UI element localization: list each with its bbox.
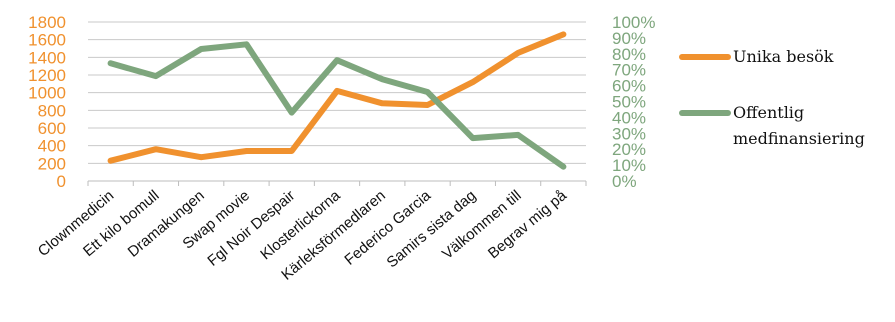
right-tick-label: 50% — [612, 93, 646, 112]
legend-label: Offentlig — [733, 103, 804, 122]
right-tick-label: 10% — [612, 156, 646, 175]
right-tick-label: 30% — [612, 124, 646, 143]
legend-label: medfinansiering — [733, 129, 865, 148]
left-tick-label: 800 — [38, 101, 66, 120]
left-tick-label: 1000 — [28, 84, 66, 103]
left-tick-label: 0 — [57, 172, 66, 191]
axes — [87, 180, 587, 186]
left-tick-label: 1400 — [28, 48, 66, 67]
left-tick-label: 1600 — [28, 31, 66, 50]
right-tick-label: 80% — [612, 45, 646, 64]
legend-label: Unika besök — [733, 47, 834, 66]
legend: Unika besök Offentlig medfinansiering — [679, 47, 865, 148]
right-tick-label: 100% — [612, 13, 655, 32]
right-tick-label: 0% — [612, 172, 637, 191]
series-lines — [107, 31, 567, 170]
left-tick-label: 1200 — [28, 66, 66, 85]
category-label: Begrav mig på — [485, 187, 571, 263]
right-tick-label: 40% — [612, 108, 646, 127]
left-tick-label: 400 — [38, 137, 66, 156]
left-tick-label: 600 — [38, 119, 66, 138]
right-tick-label: 90% — [612, 29, 646, 48]
category-label: Clownmedicin — [35, 187, 117, 260]
right-tick-label: 70% — [612, 61, 646, 80]
left-tick-label: 200 — [38, 154, 66, 173]
right-tick-label: 60% — [612, 77, 646, 96]
right-tick-label: 20% — [612, 140, 646, 159]
series-line-unika-besok — [107, 31, 567, 164]
right-axis-ticks: 0%10%20%30%40%50%60%70%80%90%100% — [612, 13, 655, 191]
category-label: Välkommen till — [439, 187, 525, 263]
series-line-offentlig-medfinansiering — [107, 41, 567, 170]
left-tick-label: 1800 — [28, 13, 66, 32]
